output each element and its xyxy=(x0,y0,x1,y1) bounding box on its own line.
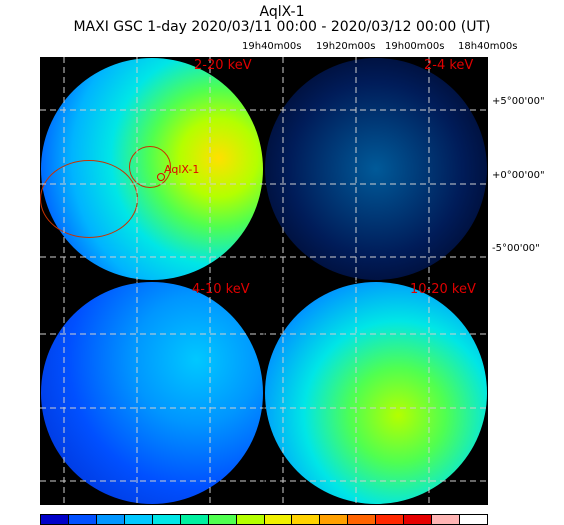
sky-map-grid: AqlX-1 2-20 keV 2-4 keV 4-10 keV 10-20 k… xyxy=(40,57,488,505)
color-scale-swatch xyxy=(152,515,181,524)
color-scale-swatch xyxy=(124,515,153,524)
panel-2-4kev xyxy=(264,57,488,281)
color-scale-swatch xyxy=(320,515,349,524)
sky-disk-4-10kev xyxy=(41,282,263,504)
band-label: 2-4 keV xyxy=(424,58,474,73)
color-scale-swatch xyxy=(376,515,405,524)
dec-tick-label: +0°00'00" xyxy=(492,170,545,181)
sky-disk-2-4kev xyxy=(265,58,487,280)
color-scale-swatch xyxy=(41,515,69,524)
source-circle xyxy=(129,146,171,188)
color-scale-swatch xyxy=(236,515,265,524)
color-scale-swatch xyxy=(208,515,237,524)
color-scale-swatch xyxy=(96,515,125,524)
dec-tick-label: +5°00'00" xyxy=(492,96,545,107)
panel-10-20kev xyxy=(264,281,488,505)
color-scale-swatch xyxy=(264,515,293,524)
band-label: 10-20 keV xyxy=(410,282,476,297)
ra-tick-label: 19h20m00s xyxy=(316,41,376,52)
color-scale-bar xyxy=(40,514,488,525)
color-scale-swatch xyxy=(432,515,461,524)
panel-4-10kev xyxy=(40,281,264,505)
observation-title: MAXI GSC 1-day 2020/03/11 00:00 - 2020/0… xyxy=(73,19,491,35)
color-scale-swatch xyxy=(404,515,433,524)
map-overlay xyxy=(40,57,488,505)
band-label: 4-10 keV xyxy=(192,282,250,297)
sky-disk-10-20kev xyxy=(265,282,487,504)
color-scale-swatch xyxy=(348,515,377,524)
source-marker xyxy=(157,173,165,181)
panel-2-20kev: AqlX-1 xyxy=(40,57,264,281)
source-name: AqlX-1 xyxy=(259,4,305,20)
ra-tick-label: 19h00m00s xyxy=(385,41,445,52)
color-scale-swatch xyxy=(180,515,209,524)
dec-tick-label: -5°00'00" xyxy=(492,243,540,254)
color-scale-swatch xyxy=(460,515,487,524)
color-scale-swatch xyxy=(292,515,321,524)
ra-tick-label: 18h40m00s xyxy=(458,41,518,52)
ra-tick-label: 19h40m00s xyxy=(242,41,302,52)
color-scale-swatch xyxy=(68,515,97,524)
band-label: 2-20 keV xyxy=(194,58,252,73)
source-label: AqlX-1 xyxy=(164,163,200,176)
